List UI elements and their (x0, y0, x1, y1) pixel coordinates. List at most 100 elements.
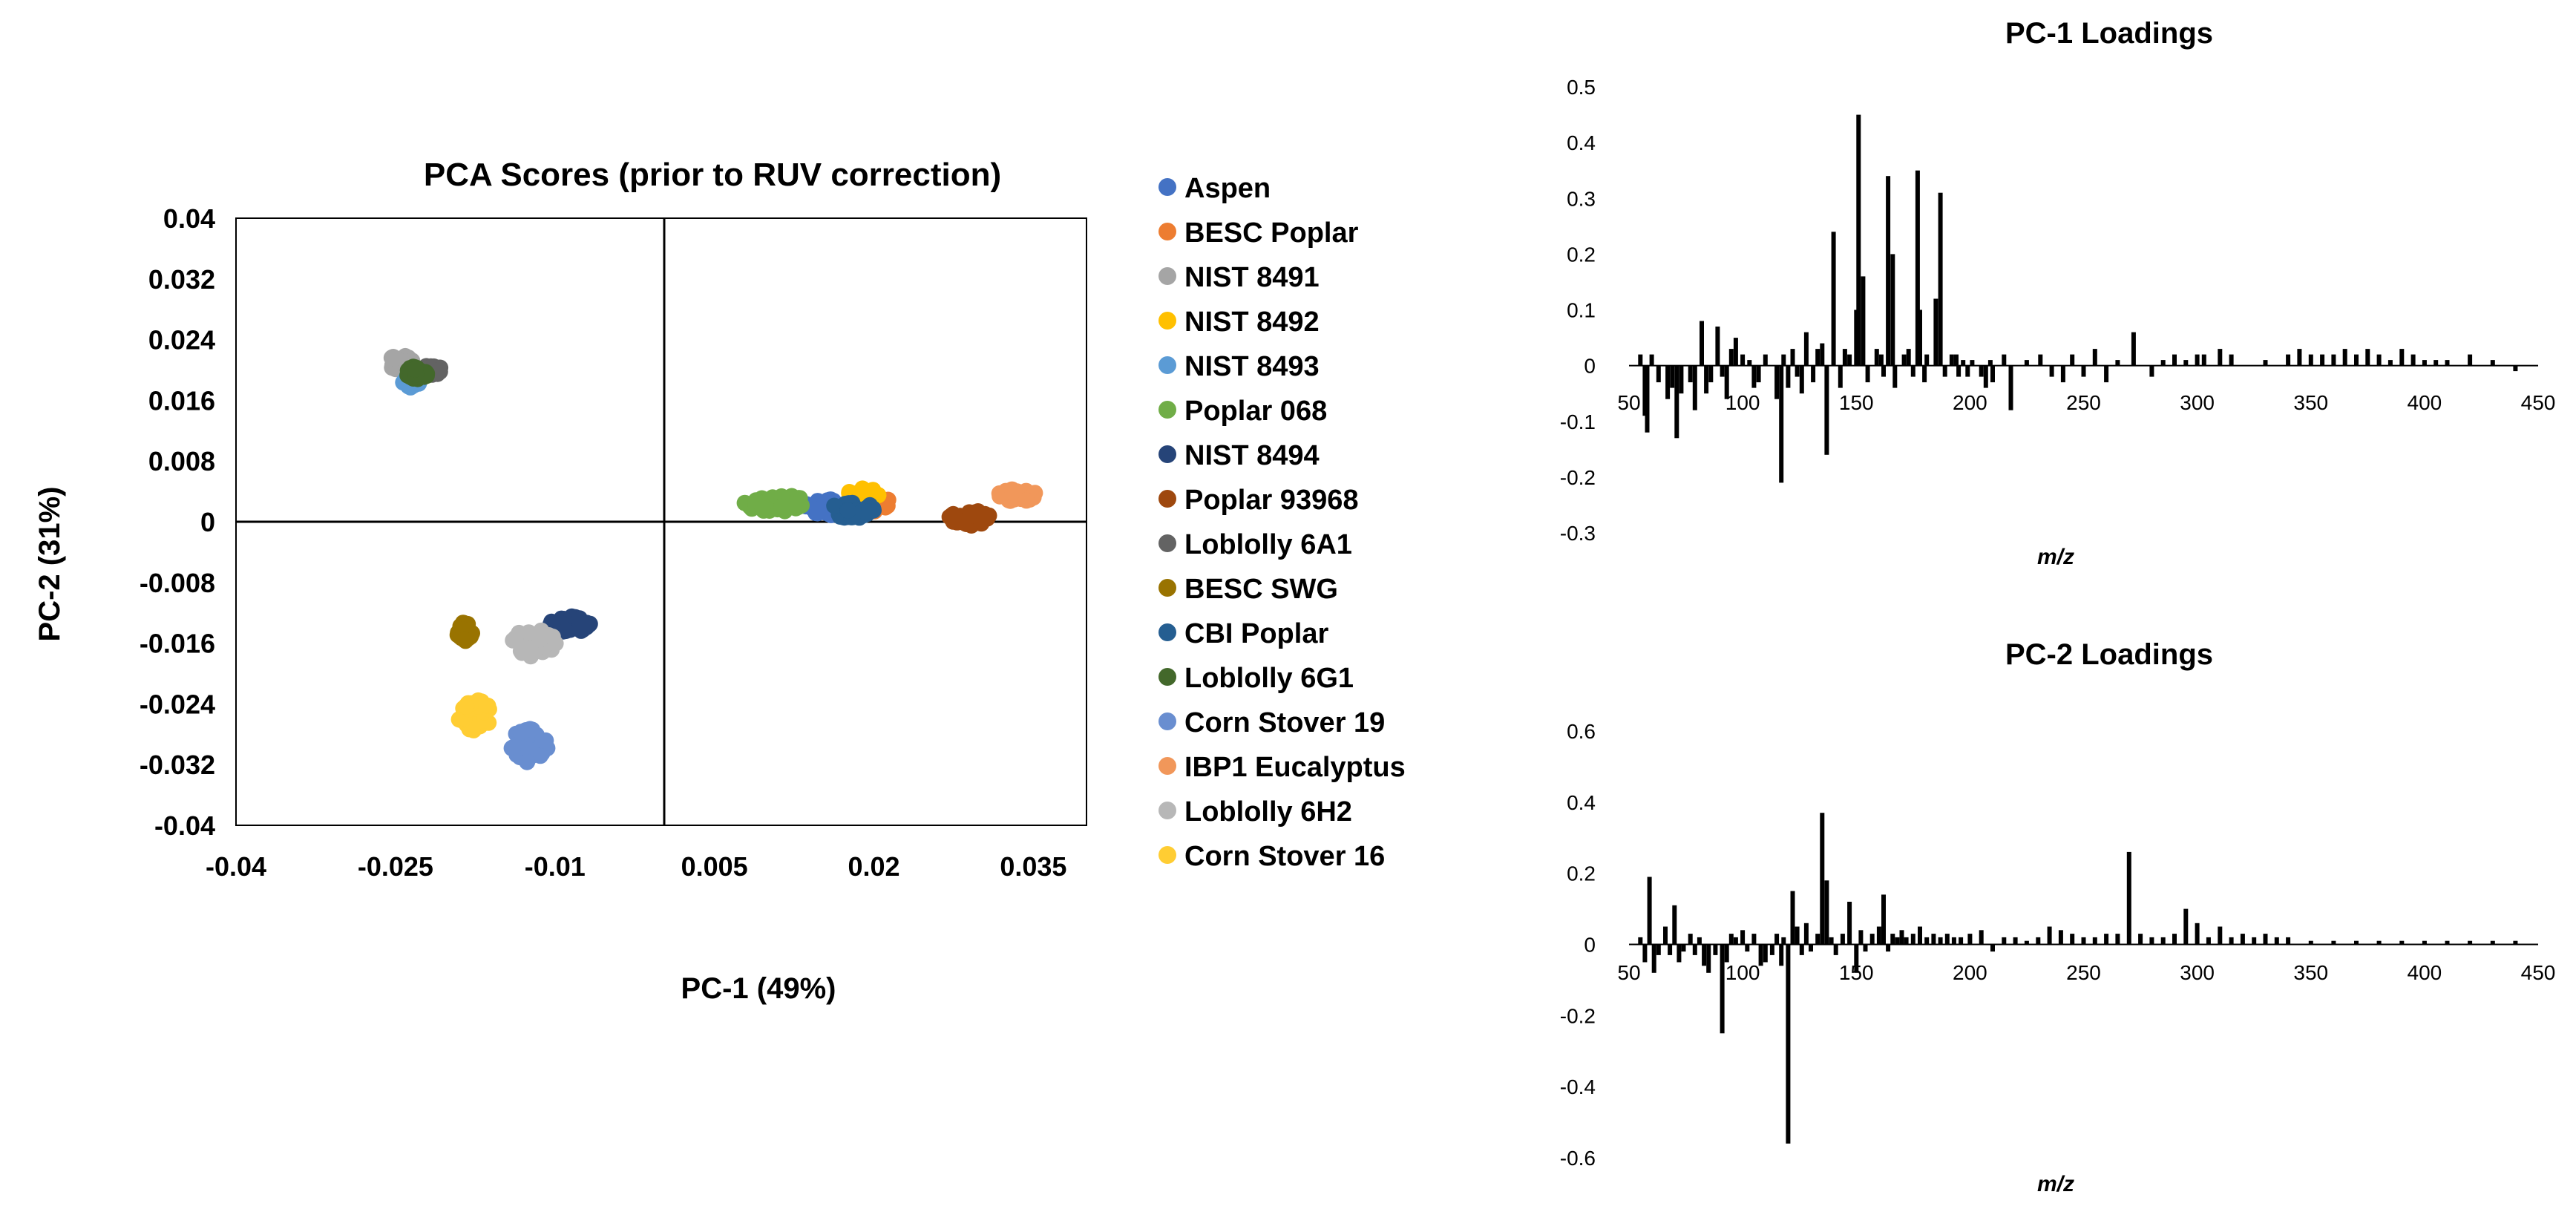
pc2-bar (1858, 930, 1864, 945)
pc2-y-tick: 0.2 (1567, 862, 1596, 885)
pc2-x-tick: 350 (2293, 961, 2328, 984)
pc1-x-tick: 350 (2293, 391, 2328, 414)
legend-label: Poplar 068 (1184, 396, 1327, 427)
pc1-bar (1910, 365, 1915, 377)
legend-marker (1158, 668, 1176, 686)
pc2-bar (1904, 937, 1909, 945)
legend-item: Corn Stover 19 (1158, 707, 1385, 738)
pc2-bar (1863, 944, 1868, 952)
pc1-bar (1949, 354, 1954, 366)
pc2-x-tick: 50 (1617, 961, 1640, 984)
pc2-bar (2149, 937, 2154, 945)
pca-point (407, 361, 424, 378)
pc2-bar (1795, 926, 1800, 945)
pc2-y-tick: 0 (1584, 934, 1596, 957)
legend-item: Loblolly 6G1 (1158, 663, 1354, 694)
pc1-y-tick: 0.1 (1567, 299, 1596, 322)
pc1-bar (1983, 365, 1988, 388)
pca-title: PCA Scores (prior to RUV correction) (424, 157, 1001, 193)
legend-item: CBI Poplar (1158, 618, 1328, 649)
pc2-bar (1769, 944, 1774, 955)
pc1-bar (1954, 354, 1959, 366)
legend-label: NIST 8494 (1184, 440, 1320, 471)
pca-point (557, 623, 574, 640)
pc2-bar (1720, 944, 1725, 1034)
legend-label: Poplar 93968 (1184, 485, 1358, 516)
pc2-bar (1668, 944, 1673, 955)
pca-y-tick: 0.032 (148, 264, 215, 295)
pc1-bar (2195, 354, 2200, 366)
pca-cluster-corn-stover-19 (503, 721, 556, 770)
pc1-bar (1728, 349, 1734, 366)
pc1-bar (2070, 354, 2075, 366)
pca-y-tick: 0.024 (148, 325, 215, 356)
pc1-bar (2422, 360, 2427, 366)
legend-label: NIST 8491 (1184, 262, 1320, 293)
pc2-bar (1899, 930, 1904, 945)
pca-point (534, 733, 551, 749)
legend-label: IBP1 Eucalyptus (1184, 752, 1406, 783)
legend-item: BESC SWG (1158, 574, 1338, 605)
pc2-bar (2252, 937, 2257, 945)
pc1-bar (1656, 365, 1661, 383)
pc2-bar (1758, 944, 1763, 966)
pc1-bar (1781, 354, 1786, 366)
pc1-bar (1824, 365, 1829, 455)
pca-point (456, 631, 473, 648)
pca-point (787, 496, 804, 513)
pc2-bar (1799, 944, 1804, 955)
pc2-x-tick: 100 (1725, 961, 1760, 984)
pc1-bar (1820, 343, 1825, 366)
pc1-x-tick-labels: 50 100 150 200 250 300 350 400 450 (1617, 391, 2555, 414)
pc1-y-tick: 0.4 (1567, 131, 1596, 154)
pca-x-tick-labels: -0.04 -0.025 -0.01 0.005 0.02 0.035 (206, 851, 1066, 882)
legend-marker (1158, 579, 1176, 597)
pc2-bar (1656, 944, 1661, 955)
pc1-bar (2115, 360, 2120, 366)
pc1-bar (1881, 365, 1886, 377)
pc2-bar (2308, 940, 2313, 945)
pca-y-tick: 0.04 (163, 203, 215, 234)
pc2-x-tick-labels: 50 100 150 200 250 300 350 400 450 (1617, 961, 2555, 984)
legend-label: BESC Poplar (1184, 217, 1359, 249)
pc2-bar (1815, 934, 1820, 945)
pca-scores-panel: PCA Scores (prior to RUV correction) -0.… (33, 157, 1406, 1005)
pca-x-tick: -0.04 (206, 851, 266, 882)
pc1-bar (1665, 365, 1671, 399)
pc2-bar (1781, 937, 1786, 945)
pc2-bar (2422, 940, 2427, 945)
pc2-bar (1886, 944, 1891, 952)
pca-cluster-cbi-poplar (826, 494, 882, 526)
pc2-bar (1967, 934, 1973, 945)
pc2-bars (1638, 813, 2518, 1144)
pc2-bar (2104, 934, 2109, 945)
pc2-bar (2240, 934, 2245, 945)
pc1-y-tick-labels: 0.5 0.4 0.3 0.2 0.1 0 -0.1 -0.2 -0.3 (1560, 76, 1596, 545)
pc1-bar (1815, 349, 1820, 366)
pc1-bar (1747, 360, 1752, 366)
legend-marker (1158, 757, 1176, 775)
legend-item: Poplar 93968 (1158, 485, 1358, 516)
pc1-bar (1878, 354, 1884, 366)
legend-item: Loblolly 6A1 (1158, 529, 1352, 560)
pc2-bar (1869, 934, 1875, 945)
pc2-bar (2172, 934, 2177, 945)
pc2-bar (2354, 940, 2359, 945)
pc2-bar (1790, 891, 1795, 945)
legend-marker (1158, 802, 1176, 819)
pc2-bar (1651, 944, 1656, 973)
pc1-x-tick: 250 (2066, 391, 2101, 414)
pc1-x-tick: 50 (1617, 391, 1640, 414)
pca-cluster-besc-swg (449, 615, 480, 649)
pc1-bar (2297, 349, 2302, 366)
pc2-bar (2126, 851, 2131, 945)
pc2-bar (1824, 880, 1829, 945)
pc1-bar (2092, 349, 2097, 366)
legend-marker (1158, 401, 1176, 419)
legend-item: Aspen (1158, 173, 1271, 204)
pc2-y-tick: -0.6 (1560, 1147, 1596, 1170)
pc2-bar (2513, 940, 2518, 945)
pc1-bar (1733, 338, 1738, 366)
pc1-bar (2387, 360, 2393, 366)
